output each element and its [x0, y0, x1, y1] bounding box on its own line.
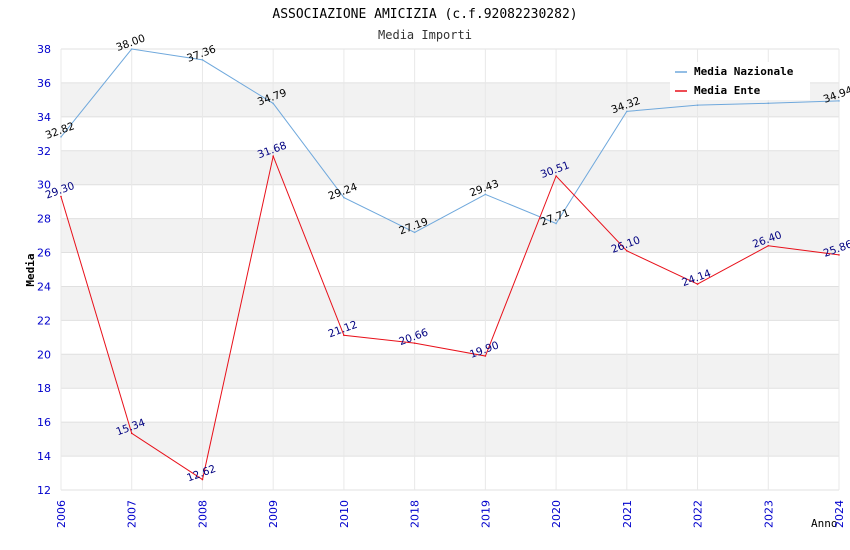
- data-point: [484, 193, 487, 196]
- x-tick-label: 2008: [196, 500, 209, 528]
- grid-lines: [60, 48, 840, 491]
- y-tick-label: 18: [37, 382, 51, 395]
- data-point: [555, 175, 557, 177]
- x-tick-label: 2007: [126, 500, 139, 528]
- chart-subtitle: Media Importi: [378, 28, 472, 42]
- data-point: [130, 48, 133, 50]
- data-point: [413, 342, 416, 344]
- data-point: [838, 254, 840, 256]
- grid-band: [61, 150, 839, 185]
- grid-band: [61, 218, 839, 253]
- data-point: [343, 334, 345, 337]
- x-tick-label: 2010: [338, 500, 351, 528]
- legend-label-media-ente: Media Ente: [694, 84, 761, 97]
- y-axis-label: Media: [24, 253, 37, 286]
- y-tick-label: 26: [37, 247, 51, 260]
- y-tick-label: 20: [37, 348, 51, 361]
- data-label: 12.62: [185, 463, 217, 485]
- data-point: [130, 432, 133, 435]
- series-line-0: [60, 48, 840, 233]
- x-tick-label: 2022: [692, 500, 705, 528]
- series-group: [60, 48, 840, 481]
- y-tick-label: 28: [37, 213, 51, 226]
- legend: Media Nazionale Media Ente: [670, 62, 810, 100]
- x-tick-label: 2018: [409, 500, 422, 528]
- x-tick-label: 2021: [621, 500, 634, 528]
- data-point: [60, 195, 62, 198]
- data-point: [555, 222, 557, 225]
- x-tick-label: 2019: [479, 500, 492, 528]
- data-point: [343, 196, 345, 199]
- data-label: 24.14: [680, 267, 713, 289]
- y-tick-label: 16: [37, 416, 51, 429]
- data-point: [272, 155, 274, 157]
- data-point: [60, 136, 62, 138]
- data-point: [838, 100, 840, 102]
- x-tick-label: 2020: [550, 500, 563, 528]
- data-point: [484, 355, 487, 357]
- x-tick-label: 2023: [762, 500, 775, 528]
- y-tick-label: 30: [37, 179, 51, 192]
- x-tick-label: 2024: [833, 500, 846, 528]
- data-label: 37.36: [185, 43, 218, 65]
- y-tick-label: 36: [37, 77, 51, 90]
- data-point: [696, 104, 699, 106]
- y-tick-label: 32: [37, 145, 51, 158]
- data-point: [626, 110, 628, 113]
- data-point: [767, 102, 770, 105]
- grid-bands: [61, 82, 839, 457]
- y-tick-label: 12: [37, 484, 51, 497]
- data-point: [413, 231, 416, 234]
- data-point: [626, 250, 628, 252]
- data-point: [201, 478, 204, 481]
- y-axis-ticks: 12 14 16 18 20 22 24 26 28 30 32 34 36 38: [37, 43, 51, 497]
- y-tick-label: 22: [37, 314, 51, 327]
- data-point: [696, 283, 699, 285]
- grid-band: [61, 286, 839, 321]
- x-axis-label: Anno: [811, 517, 838, 530]
- y-tick-label: 14: [37, 450, 51, 463]
- legend-label-media-nazionale: Media Nazionale: [694, 65, 794, 78]
- x-tick-label: 2006: [55, 500, 68, 528]
- data-label: 21.12: [327, 319, 359, 341]
- data-point: [201, 59, 204, 61]
- y-tick-label: 24: [37, 280, 51, 293]
- x-axis-ticks: 2006 2007 2008 2009 2010 2018 2019 2020 2021 2022…: [55, 500, 846, 528]
- y-tick-label: 34: [37, 111, 51, 124]
- series-line-1: [60, 154, 840, 481]
- data-point: [272, 102, 274, 105]
- grid-band: [61, 422, 839, 457]
- chart-title: ASSOCIAZIONE AMICIZIA (c.f.92082230282): [272, 7, 577, 22]
- legend-background: [670, 62, 810, 100]
- data-point: [767, 244, 770, 247]
- y-tick-label: 38: [37, 43, 51, 56]
- x-tick-label: 2009: [267, 500, 280, 528]
- grid-band: [61, 354, 839, 389]
